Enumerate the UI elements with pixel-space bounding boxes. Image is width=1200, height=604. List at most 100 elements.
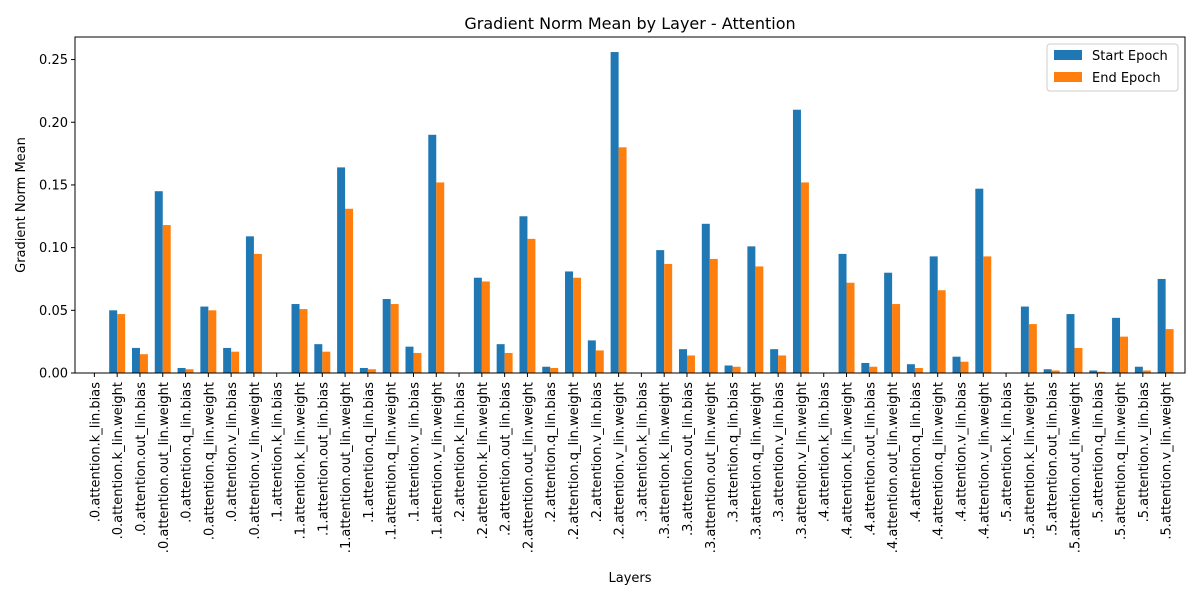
x-tick-label: .5.attention.out_lin.bias [1046, 382, 1061, 536]
bar-end-epoch-5 [208, 310, 217, 373]
y-tick-label: 0.00 [39, 367, 68, 382]
bar-end-epoch-46 [1142, 370, 1151, 373]
x-tick-label: .3.attention.out_lin.weight [704, 382, 719, 553]
x-tick-label: .4.attention.k_lin.weight [841, 382, 856, 539]
bar-start-epoch-39 [975, 188, 984, 373]
x-tick-label: .3.attention.v_lin.weight [795, 382, 810, 540]
x-tick-label: .1.attention.v_lin.bias [407, 382, 422, 523]
bar-start-epoch-2 [131, 347, 140, 373]
x-tick-label: .5.attention.out_lin.weight [1068, 382, 1083, 553]
bar-end-epoch-29 [755, 266, 764, 373]
bar-start-epoch-46 [1134, 366, 1143, 373]
bar-start-epoch-30 [770, 349, 779, 373]
x-tick-label: .3.attention.v_lin.bias [772, 382, 787, 523]
chart-title: Gradient Norm Mean by Layer - Attention [464, 14, 795, 33]
x-tick-label: .4.attention.out_lin.bias [863, 382, 878, 536]
legend: Start Epoch End Epoch [1046, 43, 1179, 92]
bar-end-epoch-27 [709, 258, 718, 373]
x-tick-label: .3.attention.k_lin.weight [658, 382, 673, 539]
bar-start-epoch-10 [314, 344, 323, 373]
y-axis: 0.00 0.05 0.10 0.15 0.20 0.25 [39, 53, 75, 382]
bar-end-epoch-25 [664, 263, 673, 373]
bar-start-epoch-44 [1089, 370, 1098, 373]
bar-start-epoch-42 [1043, 369, 1052, 373]
bar-end-epoch-45 [1120, 336, 1129, 373]
bar-start-epoch-27 [701, 223, 710, 373]
legend-swatch-start-epoch [1054, 50, 1082, 60]
bar-end-epoch-37 [937, 290, 946, 373]
x-tick-label: .0.attention.q_lin.bias [180, 382, 195, 523]
bar-start-epoch-7 [245, 236, 254, 373]
bar-start-epoch-9 [291, 304, 300, 373]
bar-start-epoch-17 [473, 277, 482, 373]
bar-end-epoch-41 [1028, 324, 1037, 373]
bar-start-epoch-22 [587, 340, 596, 373]
bar-end-epoch-21 [573, 277, 581, 373]
bar-start-epoch-37 [929, 256, 938, 373]
x-tick-label: .2.attention.out_lin.weight [521, 382, 536, 553]
x-axis-label: Layers [608, 571, 651, 586]
bar-end-epoch-33 [846, 282, 855, 373]
bar-start-epoch-45 [1112, 317, 1121, 373]
bar-end-epoch-47 [1165, 329, 1174, 373]
bar-start-epoch-43 [1066, 314, 1075, 373]
x-tick-label: .1.attention.k_lin.weight [294, 382, 309, 539]
x-tick-label: .3.attention.q_lin.bias [727, 382, 742, 523]
bar-end-epoch-13 [390, 304, 399, 373]
x-tick-label: .5.attention.k_lin.bias [1000, 382, 1015, 522]
y-axis-label: Gradient Norm Mean [14, 137, 29, 273]
x-tick-label: .4.attention.v_lin.weight [977, 382, 992, 540]
bar-end-epoch-39 [983, 256, 992, 373]
x-tick-label: .4.attention.out_lin.weight [886, 382, 901, 553]
y-tick-label: 0.05 [39, 304, 68, 319]
bar-end-epoch-10 [322, 351, 331, 373]
bar-end-epoch-42 [1051, 370, 1060, 373]
x-tick-label: .0.attention.out_lin.bias [134, 382, 149, 536]
x-tick-label: .1.attention.out_lin.bias [316, 382, 331, 536]
plot-area: 0.00 0.05 0.10 0.15 0.20 0.25 .0.attention.k_… [39, 36, 1186, 553]
x-tick-label: .2.attention.q_lin.bias [544, 382, 559, 523]
x-tick-label: .1.attention.q_lin.weight [385, 382, 400, 540]
bar-start-epoch-14 [405, 346, 414, 373]
x-tick-label: .5.attention.q_lin.bias [1091, 382, 1106, 523]
bar-end-epoch-9 [299, 309, 308, 373]
x-tick-label: .5.attention.k_lin.weight [1023, 382, 1038, 539]
bar-start-epoch-12 [359, 367, 368, 373]
bar-end-epoch-43 [1074, 347, 1083, 373]
legend-label-end-epoch: End Epoch [1092, 71, 1161, 86]
x-tick-label: .4.attention.q_lin.bias [909, 382, 924, 523]
y-tick-label: 0.15 [39, 178, 68, 193]
x-tick-label: .1.attention.v_lin.weight [430, 382, 445, 540]
x-tick-label: .1.attention.q_lin.bias [362, 382, 377, 523]
bar-end-epoch-3 [162, 225, 171, 373]
bar-start-epoch-31 [792, 109, 801, 373]
bar-end-epoch-15 [436, 182, 445, 373]
bar-start-epoch-11 [337, 167, 346, 373]
x-tick-label: .0.attention.k_lin.bias [88, 382, 103, 522]
bar-end-epoch-18 [504, 352, 513, 373]
bar-start-epoch-19 [519, 216, 528, 373]
bar-end-epoch-6 [231, 351, 240, 373]
bar-start-epoch-3 [154, 191, 163, 373]
bar-start-epoch-1 [109, 310, 118, 373]
bar-start-epoch-5 [200, 306, 209, 373]
bar-end-epoch-20 [550, 367, 559, 373]
bar-start-epoch-23 [610, 52, 619, 373]
bar-end-epoch-1 [117, 314, 126, 373]
bar-end-epoch-35 [892, 304, 901, 373]
bar-start-epoch-28 [724, 365, 733, 373]
x-tick-label: .4.attention.v_lin.bias [954, 382, 969, 523]
y-tick-label: 0.10 [39, 241, 68, 256]
x-tick-label: .2.attention.v_lin.bias [590, 382, 605, 523]
bar-end-epoch-7 [253, 253, 262, 373]
x-tick-label: .5.attention.v_lin.bias [1137, 382, 1152, 523]
x-tick-label: .2.attention.k_lin.weight [476, 382, 491, 539]
y-tick-label: 0.20 [39, 116, 68, 131]
bar-end-epoch-12 [367, 369, 376, 373]
x-axis: .0.attention.k_lin.bias .0.attention.k_li… [88, 373, 1175, 553]
bar-end-epoch-4 [185, 369, 194, 373]
bar-end-epoch-26 [686, 355, 695, 373]
bar-end-epoch-31 [800, 182, 809, 373]
bar-start-epoch-4 [177, 367, 186, 373]
